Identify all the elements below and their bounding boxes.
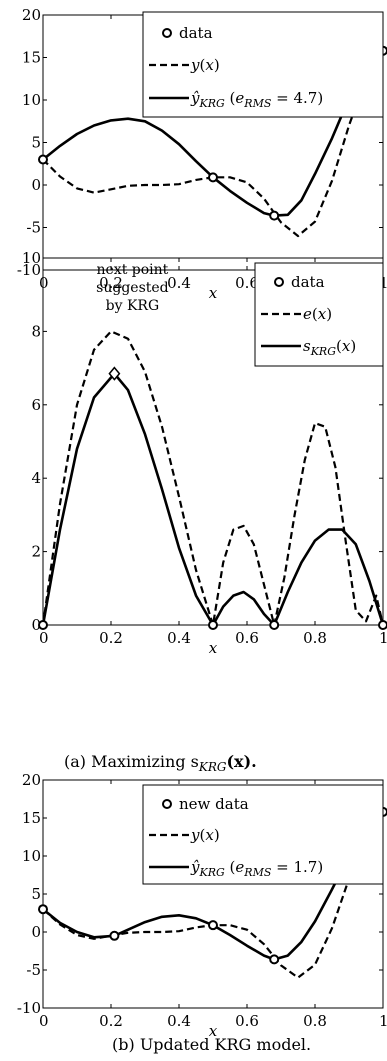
x-tick-label: 1 (379, 629, 387, 647)
data-point (208, 620, 218, 630)
data-point (208, 172, 218, 183)
legend-label: sKRG(x) (303, 337, 356, 358)
y-tick-label: -5 (26, 961, 41, 979)
chart-3: 0 0.2 0.4 0.6 0.8 1 -10 -5 0 5 10 15 20 x new data y(x)… (17, 771, 387, 1040)
legend-label: ŷKRG (eRMS = 1.7) (190, 858, 323, 879)
data-point (269, 210, 280, 221)
legend-label: e(x) (303, 305, 332, 323)
annotation-line: next point (97, 262, 169, 278)
caption-a: (a) Maximizing sKRG(x). (64, 752, 257, 774)
data-point (38, 904, 48, 915)
data-point (109, 930, 120, 941)
y-tick-label: 10 (22, 847, 41, 865)
legend: data y(x) ŷKRG (eRMS = 4.7) (142, 11, 384, 118)
series-line-model (43, 49, 383, 217)
annotation-line: by KRG (106, 298, 160, 314)
x-tick-label: 0 (39, 629, 49, 647)
legend-label: ŷKRG (eRMS = 4.7) (190, 89, 323, 110)
x-tick-label: 0.8 (303, 629, 327, 647)
x-tick-label: 0.2 (99, 1012, 123, 1030)
y-tick-label: -10 (17, 261, 41, 279)
x-tick-label: 1 (379, 1012, 387, 1030)
data-point (38, 154, 48, 165)
legend: new data y(x) ŷKRG (eRMS = 1.7) (142, 784, 384, 885)
legend-marker (162, 28, 172, 38)
legend-label: data (179, 24, 213, 42)
data-point (378, 620, 387, 630)
y-tick-label: 0 (31, 176, 41, 194)
series-line-true (43, 330, 383, 625)
y-tick-label: -10 (17, 999, 41, 1017)
x-tick-label: 0.6 (235, 274, 259, 292)
data-point (269, 954, 280, 965)
data-point (208, 920, 218, 931)
series-line-model (43, 372, 383, 625)
x-tick-label: 0.8 (303, 1012, 327, 1030)
y-tick-label: -5 (26, 219, 41, 237)
x-tick-label: 0 (39, 1012, 49, 1030)
y-tick-label: 0 (31, 923, 41, 941)
x-tick-label: 0.2 (99, 274, 123, 292)
legend-label: new data (179, 795, 249, 813)
x-tick-label: 0.4 (167, 274, 191, 292)
x-tick-label: 0.4 (167, 629, 191, 647)
y-tick-label: 6 (31, 396, 41, 414)
caption-b: (b) Updated KRG model. (112, 1035, 311, 1054)
y-tick-label: 5 (31, 134, 41, 152)
legend-marker (162, 799, 172, 809)
y-tick-label: 20 (22, 771, 41, 789)
y-tick-label: 8 (31, 322, 41, 340)
series-line-model (43, 810, 383, 961)
y-tick-label: 10 (22, 249, 41, 267)
legend-marker (274, 277, 284, 287)
legend-label: y(x) (190, 56, 220, 74)
legend-label: data (291, 273, 325, 291)
plot-area (43, 330, 383, 625)
x-axis-label: x (209, 639, 218, 657)
legend: data e(x) sKRG(x) (254, 262, 384, 367)
x-tick-label: 0 (39, 274, 49, 292)
y-tick-label: 4 (31, 469, 41, 487)
x-tick-label: 0.6 (235, 1012, 259, 1030)
legend-label: y(x) (190, 826, 220, 844)
y-tick-label: 20 (22, 6, 41, 24)
y-tick-label: 2 (31, 543, 41, 561)
x-axis-label: x (209, 284, 218, 302)
y-tick-label: 15 (22, 49, 41, 67)
y-tick-label: 15 (22, 809, 41, 827)
y-tick-label: 10 (22, 91, 41, 109)
x-tick-label: 0.2 (99, 629, 123, 647)
next-point-marker (108, 366, 121, 381)
x-tick-label: 0.4 (167, 1012, 191, 1030)
y-tick-label: 0 (31, 616, 41, 634)
data-point (38, 620, 48, 630)
chart-1: 00.20.40.60.81-10-505101520xdatay(x)ŷKRG… (17, 6, 387, 302)
x-tick-label: 0.6 (235, 629, 259, 647)
data-point (269, 620, 280, 630)
x-axis-label: x (209, 1022, 218, 1040)
annotation-line: suggested (96, 280, 169, 296)
y-tick-label: 5 (31, 885, 41, 903)
